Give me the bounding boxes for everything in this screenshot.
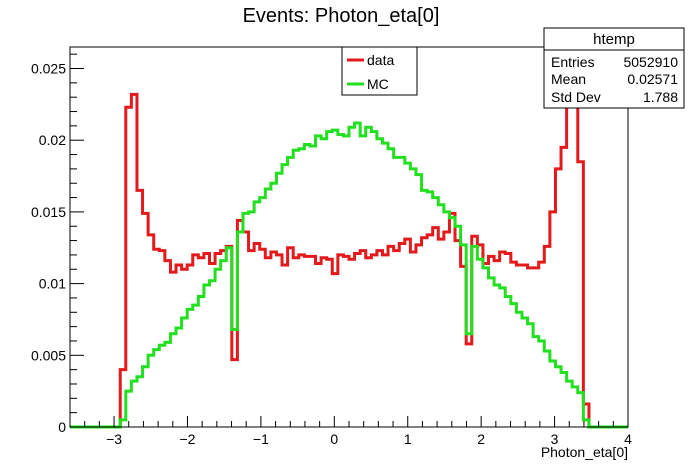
y-tick-label: 0.02: [39, 132, 66, 148]
x-tick-label: 1: [404, 431, 412, 447]
stats-stddev-label: Std Dev: [551, 89, 601, 105]
stats-mean-label: Mean: [551, 71, 586, 87]
x-tick-label: 4: [624, 431, 632, 447]
stats-stddev-value: 1.788: [643, 89, 678, 105]
y-tick-label: 0.015: [31, 204, 66, 220]
legend-label-mc: MC: [367, 76, 389, 92]
legend: data MC: [341, 46, 418, 96]
stats-entries-value: 5052910: [623, 54, 678, 70]
legend-label-data: data: [367, 52, 394, 68]
y-tick-label: 0: [58, 419, 66, 435]
x-tick-label: −1: [253, 431, 269, 447]
y-tick-label: 0.01: [39, 276, 66, 292]
stats-mean-value: 0.02571: [627, 71, 678, 87]
x-tick-label: 2: [477, 431, 485, 447]
x-tick-label: −2: [179, 431, 195, 447]
axes: −3 −2 −1 0 1 2 3 4 0 0.005 0.01 0.015 0.02 0.025: [31, 53, 632, 447]
stats-entries-label: Entries: [551, 54, 595, 70]
legend-box: [341, 46, 418, 96]
chart-title: Events: Photon_eta[0]: [243, 5, 440, 27]
y-tick-label: 0.025: [31, 61, 66, 77]
x-tick-label: 3: [551, 431, 559, 447]
x-tick-label: −3: [106, 431, 122, 447]
series-layer: [70, 92, 628, 429]
stats-title: htemp: [593, 31, 635, 48]
series-mc-line: [70, 121, 628, 429]
y-tick-label: 0.005: [31, 347, 66, 363]
x-axis-title: Photon_eta[0]: [541, 444, 628, 460]
stats-box-frame: [543, 27, 685, 109]
x-tick-label: 0: [330, 431, 338, 447]
stats-box: htemp Entries 5052910 Mean 0.02571 Std D…: [543, 27, 685, 109]
series-data-line: [70, 92, 628, 429]
